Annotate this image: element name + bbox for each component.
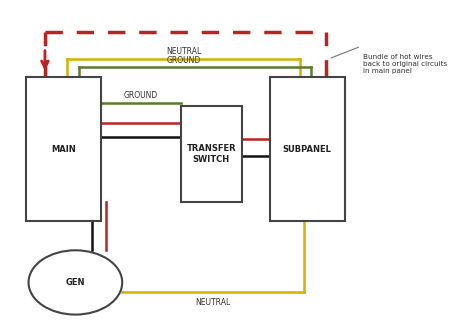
Bar bbox=[270, 77, 345, 221]
Circle shape bbox=[28, 250, 122, 315]
Text: SUBPANEL: SUBPANEL bbox=[283, 145, 332, 154]
Text: Bundle of hot wires
back to original circuits
in main panel: Bundle of hot wires back to original cir… bbox=[364, 54, 448, 74]
Text: GEN: GEN bbox=[65, 278, 85, 287]
Bar bbox=[26, 77, 101, 221]
Text: GROUND: GROUND bbox=[124, 91, 158, 100]
Text: NEUTRAL: NEUTRAL bbox=[195, 298, 230, 307]
Text: MAIN: MAIN bbox=[51, 145, 76, 154]
Text: GROUND: GROUND bbox=[166, 57, 201, 65]
Bar bbox=[181, 106, 242, 202]
Text: NEUTRAL: NEUTRAL bbox=[166, 47, 201, 57]
Text: TRANSFER
SWITCH: TRANSFER SWITCH bbox=[186, 144, 236, 164]
